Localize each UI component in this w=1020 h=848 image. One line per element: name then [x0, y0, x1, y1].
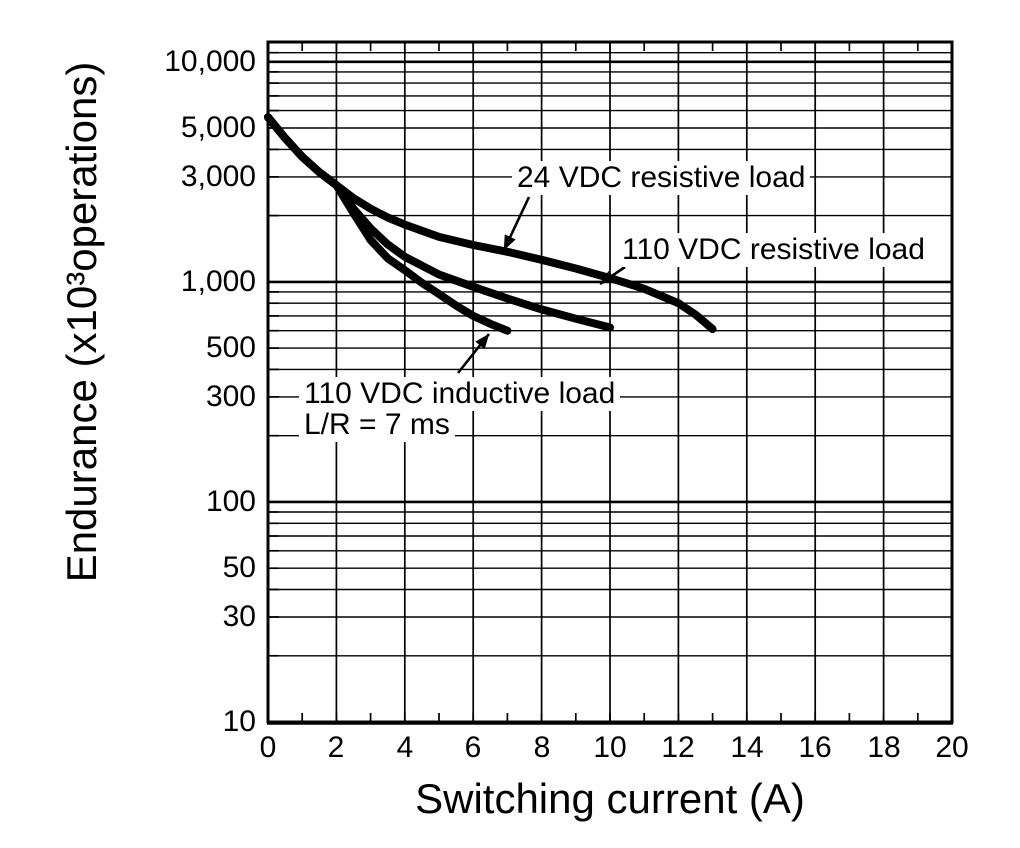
annotation-label: 110 VDC resistive load — [617, 233, 930, 267]
x-tick-label: 10 — [593, 731, 627, 764]
x-tick-label: 0 — [259, 731, 277, 764]
y-axis-title: Endurance (x10³operations) — [58, 61, 105, 583]
y-tick-label: 100 — [205, 485, 256, 518]
leader-line-0 — [502, 196, 531, 251]
x-tick-label: 18 — [867, 731, 901, 764]
y-tick-label: 1,000 — [180, 265, 256, 298]
x-tick-label: 12 — [661, 731, 695, 764]
leader-line-2 — [456, 333, 491, 374]
y-tick-label: 10 — [222, 705, 256, 738]
y-tick-label: 300 — [205, 380, 256, 413]
x-tick-label: 14 — [730, 731, 764, 764]
plot-border-layer — [266, 40, 954, 725]
y-tick-label: 5,000 — [180, 111, 256, 144]
x-tick-label: 20 — [935, 731, 969, 764]
annotation-label: L/R = 7 ms — [299, 408, 455, 442]
x-tick-label: 4 — [396, 731, 414, 764]
series-curve-2 — [264, 113, 512, 335]
leader-arrow-layer — [456, 196, 626, 374]
x-axis-title: Switching current (A) — [415, 775, 805, 822]
y-tick-label: 10,000 — [164, 45, 256, 78]
x-tick-label: 8 — [533, 731, 551, 764]
y-tick-label: 30 — [222, 600, 256, 633]
curve-layer — [264, 113, 717, 335]
y-tick-label: 50 — [222, 551, 256, 584]
x-tick-label: 16 — [798, 731, 832, 764]
y-tick-label: 500 — [205, 331, 256, 364]
x-tick-label: 6 — [464, 731, 482, 764]
y-tick-label: 3,000 — [180, 160, 256, 193]
x-tick-label: 2 — [327, 731, 345, 764]
leader-line-1 — [599, 265, 626, 286]
annotation-label: 24 VDC resistive load — [512, 161, 811, 195]
annotation-label: 110 VDC inductive load — [299, 377, 621, 411]
